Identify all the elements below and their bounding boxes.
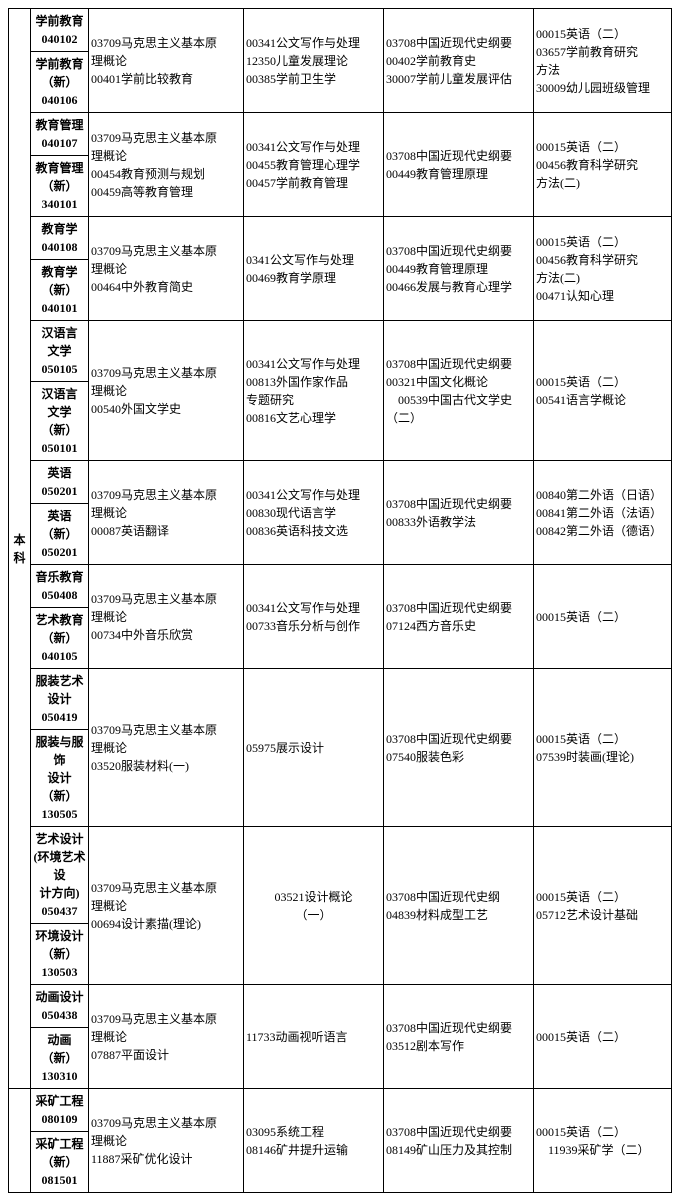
course-cell-col3: 03521设计概论（一）	[244, 827, 384, 985]
course-cell-col5: 00015英语（二）03657学前教育研究方法30009幼儿园班级管理	[534, 9, 672, 113]
major-cell: 音乐教育050408	[31, 565, 89, 608]
level-cell: 本科	[9, 9, 31, 1089]
course-cell-col4: 03708中国近现代史纲要00833外语教学法	[384, 461, 534, 565]
course-cell-col4: 03708中国近现代史纲要07124西方音乐史	[384, 565, 534, 669]
course-cell-col3: 11733动画视听语言	[244, 985, 384, 1089]
course-cell-col4: 03708中国近现代史纲要03512剧本写作	[384, 985, 534, 1089]
major-cell: 服装艺术设计050419	[31, 669, 89, 730]
course-cell-col3: 00341公文写作与处理12350儿童发展理论00385学前卫生学	[244, 9, 384, 113]
course-cell-col3: 00341公文写作与处理00830现代语言学00836英语科技文选	[244, 461, 384, 565]
course-cell-col5: 00015英语（二）07539时装画(理论)	[534, 669, 672, 827]
course-cell-col2: 03709马克思主义基本原理概论11887采矿优化设计	[89, 1089, 244, 1193]
course-cell-col5: 00015英语（二）00456教育科学研究方法(二)	[534, 113, 672, 217]
major-cell: 教育管理040107	[31, 113, 89, 156]
course-cell-col2: 03709马克思主义基本原理概论00540外国文学史	[89, 321, 244, 461]
course-cell-col5: 00015英语（二）	[534, 985, 672, 1089]
major-cell: 汉语言文学（新）050101	[31, 382, 89, 461]
course-cell-col2: 03709马克思主义基本原理概论07887平面设计	[89, 985, 244, 1089]
course-cell-col4: 03708中国近现代史纲要07540服装色彩	[384, 669, 534, 827]
major-cell: 艺术设计(环境艺术设计方向)050437	[31, 827, 89, 924]
course-cell-col5: 00015英语（二）	[534, 565, 672, 669]
course-cell-col4: 03708中国近现代史纲04839材料成型工艺	[384, 827, 534, 985]
major-cell: 服装与服饰设计（新）130505	[31, 730, 89, 827]
course-cell-col4: 03708中国近现代史纲要00449教育管理原理	[384, 113, 534, 217]
major-cell: 教育学（新）040101	[31, 260, 89, 321]
course-cell-col3: 00341公文写作与处理00733音乐分析与创作	[244, 565, 384, 669]
major-cell: 艺术教育（新）040105	[31, 608, 89, 669]
course-cell-col3: 00341公文写作与处理00813外国作家作品专题研究00816文艺心理学	[244, 321, 384, 461]
major-cell: 采矿工程080109	[31, 1089, 89, 1132]
course-cell-col2: 03709马克思主义基本原理概论00401学前比较教育	[89, 9, 244, 113]
major-cell: 英语050201	[31, 461, 89, 504]
level-cell-continuation	[9, 1089, 31, 1193]
course-cell-col2: 03709马克思主义基本原理概论00734中外音乐欣赏	[89, 565, 244, 669]
major-cell: 学前教育（新）040106	[31, 52, 89, 113]
exam-schedule-table: 本科学前教育04010203709马克思主义基本原理概论00401学前比较教育0…	[8, 8, 672, 1193]
course-cell-col4: 03708中国近现代史纲要00449教育管理原理00466发展与教育心理学	[384, 217, 534, 321]
major-cell: 采矿工程（新）081501	[31, 1132, 89, 1193]
course-cell-col3: 05975展示设计	[244, 669, 384, 827]
course-cell-col5: 00015英语（二）00456教育科学研究方法(二)00471认知心理	[534, 217, 672, 321]
course-cell-col4: 03708中国近现代史纲要08149矿山压力及其控制	[384, 1089, 534, 1193]
course-cell-col5: 00840第二外语（日语）00841第二外语（法语）00842第二外语（德语）	[534, 461, 672, 565]
course-cell-col5: 00015英语（二）05712艺术设计基础	[534, 827, 672, 985]
course-cell-col4: 03708中国近现代史纲要00402学前教育史30007学前儿童发展评估	[384, 9, 534, 113]
course-cell-col2: 03709马克思主义基本原理概论00454教育预测与规划00459高等教育管理	[89, 113, 244, 217]
course-cell-col4: 03708中国近现代史纲要00321中国文化概论 00539中国古代文学史（二）	[384, 321, 534, 461]
course-cell-col3: 00341公文写作与处理00455教育管理心理学00457学前教育管理	[244, 113, 384, 217]
major-cell: 动画（新）130310	[31, 1028, 89, 1089]
major-cell: 学前教育040102	[31, 9, 89, 52]
course-cell-col3: 0341公文写作与处理00469教育学原理	[244, 217, 384, 321]
major-cell: 教育学040108	[31, 217, 89, 260]
major-cell: 汉语言文学050105	[31, 321, 89, 382]
course-cell-col2: 03709马克思主义基本原理概论00464中外教育简史	[89, 217, 244, 321]
major-cell: 教育管理（新）340101	[31, 156, 89, 217]
course-cell-col2: 03709马克思主义基本原理概论03520服装材料(一)	[89, 669, 244, 827]
course-cell-col5: 00015英语（二）00541语言学概论	[534, 321, 672, 461]
course-cell-col3: 03095系统工程08146矿井提升运输	[244, 1089, 384, 1193]
major-cell: 英语（新）050201	[31, 504, 89, 565]
course-cell-col2: 03709马克思主义基本原理概论00087英语翻译	[89, 461, 244, 565]
course-cell-col5: 00015英语（二） 11939采矿学（二）	[534, 1089, 672, 1193]
major-cell: 动画设计050438	[31, 985, 89, 1028]
major-cell: 环境设计（新）130503	[31, 924, 89, 985]
course-cell-col2: 03709马克思主义基本原理概论00694设计素描(理论)	[89, 827, 244, 985]
